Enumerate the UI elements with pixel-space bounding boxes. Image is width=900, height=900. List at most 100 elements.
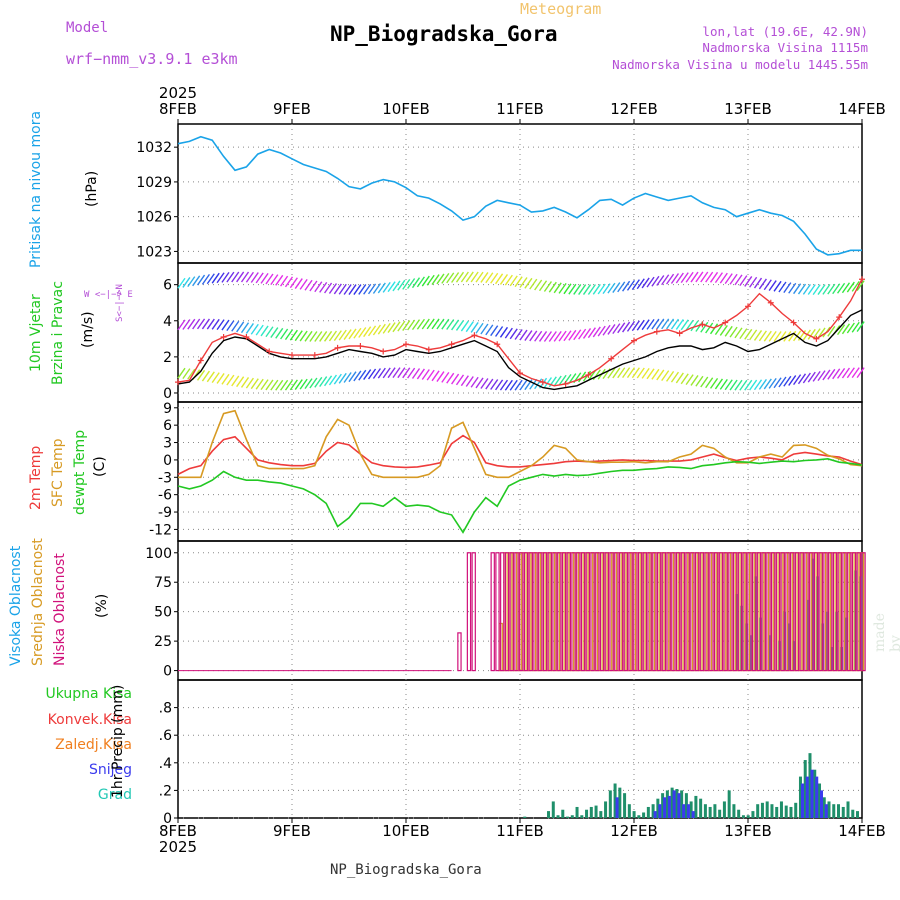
wind-barb [851, 321, 860, 333]
wind-barb [499, 274, 509, 285]
wind-barb [294, 278, 303, 289]
precip-bar-ukupna [551, 801, 555, 818]
wind-barb [822, 283, 831, 295]
wind-barb [177, 277, 186, 289]
wind-barb [695, 271, 704, 283]
wind-barb [353, 370, 362, 382]
wind-barb [612, 367, 621, 379]
precip-bar-ukupna [741, 815, 745, 818]
precip-bar-ukupna [746, 815, 750, 818]
cloud-bar-niska [823, 552, 828, 672]
wind-barb [851, 367, 860, 379]
precip-bar-ukupna [680, 790, 684, 818]
wind-barb [441, 318, 450, 330]
wind-barb [407, 278, 416, 289]
wind-barb [524, 277, 533, 289]
wind-barb [480, 272, 489, 283]
wind-barb [514, 329, 523, 340]
wind-barb [470, 271, 479, 283]
gust-marker [653, 328, 660, 335]
legend-grad: Grad [97, 787, 132, 803]
precip-bar-ukupna [599, 811, 603, 818]
gust-marker [745, 303, 751, 310]
wind-barb [719, 378, 728, 390]
cloud-bar-niska [694, 552, 700, 672]
wind-barb [675, 372, 684, 384]
wind-barb [836, 282, 846, 294]
precip-bar-ukupna [556, 815, 560, 818]
wind-barb [749, 329, 758, 341]
precip-bar-ukupna [794, 802, 798, 818]
station-title: NP_Biogradska_Gora [330, 22, 558, 46]
wind-barb [240, 322, 250, 334]
cloud-bar-niska [656, 552, 662, 672]
wind-barb [245, 271, 254, 283]
wind-barb [343, 372, 352, 383]
cloud-bar-niska [604, 552, 610, 672]
legend-ukupna-kisa: Ukupna Kisa [45, 686, 132, 702]
cloud-bar-niska [561, 552, 567, 672]
cloud-bar-niska [571, 552, 576, 672]
wind-compass: W <−|−> E [84, 290, 133, 300]
cloud-bar-niska [661, 552, 667, 672]
wind-barb [196, 274, 206, 286]
wind-barb [421, 369, 430, 380]
wind-barb [309, 280, 318, 292]
precip-bar-ukupna [594, 805, 598, 818]
precip-bar-ukupna [751, 811, 755, 818]
cloud-bar-niska [732, 552, 738, 672]
top-date-label: 10FEB [382, 100, 429, 118]
top-date-label: 12FEB [610, 100, 657, 118]
cloud-bar-niska [794, 552, 800, 672]
cloud-bar-niska [775, 552, 781, 672]
gust-marker [722, 319, 729, 326]
wind-barb [856, 367, 865, 379]
wind-barb [812, 284, 821, 295]
wind-barb [343, 284, 352, 295]
precip-bar-ukupna [585, 809, 589, 818]
wind-barb [250, 272, 259, 283]
wind-barb [411, 368, 421, 379]
precip-bar-snijeg [805, 776, 809, 818]
cloud-bar-niska [609, 552, 614, 672]
wind-barb [323, 330, 333, 342]
wind-barb [206, 371, 215, 383]
wind-barb [807, 371, 816, 383]
wind-barb [670, 371, 680, 383]
wind-barb [280, 328, 289, 340]
wind-barb [363, 283, 372, 295]
gust-marker [699, 321, 706, 328]
wind-barb [411, 319, 421, 330]
precip-bar-ukupna [817, 783, 821, 818]
wind-barb [749, 379, 758, 391]
temp-line-2m-temp [177, 434, 863, 476]
wind-barb [636, 367, 645, 379]
precip-bar-ukupna [775, 806, 779, 818]
y-tick-label: 1032 [136, 140, 172, 156]
wind-barb [226, 271, 235, 283]
wind-barb [641, 277, 650, 289]
wind-barb [602, 283, 611, 295]
wind-barb [426, 274, 435, 286]
wind-barb [236, 376, 245, 388]
y-tick-label: .8 [159, 701, 172, 717]
wind-barb [221, 271, 230, 283]
cloud-bar-niska [628, 552, 633, 672]
precip-bar-ukupna [627, 804, 631, 818]
cloud-bar-niska [623, 552, 629, 672]
wind-barb [617, 367, 626, 379]
wind-barb [656, 369, 665, 381]
cloud-bar-niska [723, 552, 728, 672]
wind-barb [289, 277, 298, 289]
cloud-bar-niska [780, 552, 785, 672]
gust-marker [403, 341, 409, 348]
precip-bar-ukupna [765, 801, 769, 818]
gust-marker [334, 344, 341, 351]
cloud-bar-niska [713, 552, 719, 672]
wind-barb [201, 273, 211, 285]
precip-bar-ukupna [732, 804, 736, 818]
wind-barb [509, 275, 518, 287]
cloud-bar-niska [514, 552, 519, 672]
wind-barb [617, 281, 626, 293]
wind-barb [768, 330, 777, 342]
